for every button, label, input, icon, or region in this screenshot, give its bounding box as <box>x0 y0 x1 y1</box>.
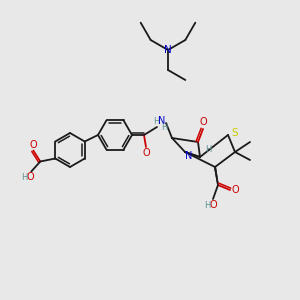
Text: O: O <box>199 117 207 127</box>
Text: S: S <box>232 128 238 138</box>
Text: O: O <box>142 148 150 158</box>
Text: N: N <box>185 151 193 161</box>
Text: H: H <box>153 116 159 125</box>
Text: H: H <box>204 200 210 209</box>
Text: N: N <box>158 116 166 126</box>
Text: H: H <box>161 124 167 133</box>
Text: H: H <box>205 145 211 154</box>
Text: O: O <box>29 140 37 151</box>
Text: O: O <box>209 200 217 210</box>
Text: O: O <box>26 172 34 182</box>
Text: O: O <box>231 185 239 195</box>
Text: H: H <box>21 173 28 182</box>
Text: N: N <box>164 45 172 55</box>
